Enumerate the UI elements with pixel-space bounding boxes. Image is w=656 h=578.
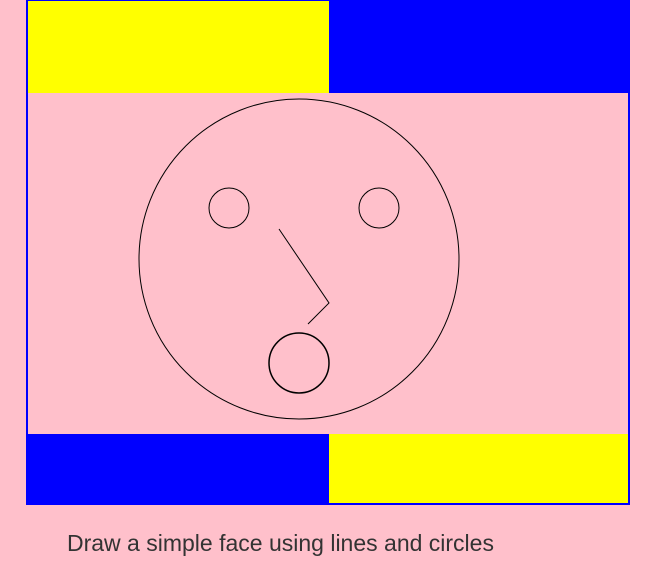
canvas-svg: [28, 1, 628, 503]
bottom-right-yellow-block: [329, 434, 628, 503]
mouth-circle: [268, 332, 330, 394]
top-left-yellow-block: [28, 1, 329, 93]
right-eye-circle: [358, 187, 400, 229]
nose-line: [278, 228, 330, 325]
drawing-canvas: [26, 0, 630, 505]
instruction-caption: Draw a simple face using lines and circl…: [67, 530, 494, 556]
left-eye-circle: [208, 187, 250, 229]
top-right-blue-block: [329, 1, 628, 93]
head-circle: [138, 98, 460, 420]
bottom-left-blue-block: [28, 434, 329, 503]
